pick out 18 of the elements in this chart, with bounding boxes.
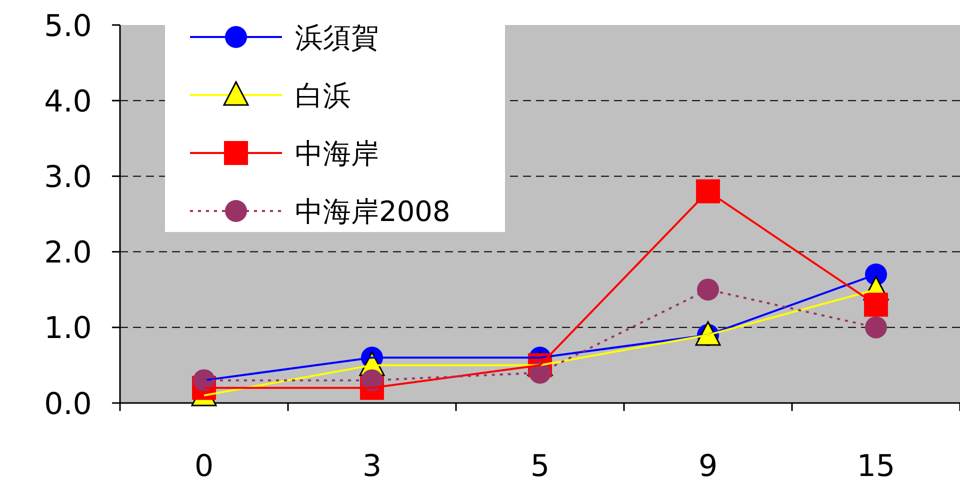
x-tick-label: 3 xyxy=(362,449,382,484)
y-tick-label: 4.0 xyxy=(44,84,92,120)
point xyxy=(697,278,719,301)
point xyxy=(865,316,887,338)
y-tick-label: 1.0 xyxy=(44,311,92,346)
x-tick-label: 0 xyxy=(194,449,214,484)
y-tick-label: 5.0 xyxy=(44,8,92,44)
point xyxy=(864,292,888,317)
y-tick-label: 2.0 xyxy=(44,236,92,271)
x-tick-label: 15 xyxy=(856,449,896,484)
x-tick-label: 9 xyxy=(698,449,718,484)
legend-label: 中海岸 xyxy=(295,137,379,170)
legend-label: 白浜 xyxy=(295,79,351,112)
legend-label: 中海岸2008 xyxy=(295,195,450,228)
y-tick-label: 3.0 xyxy=(44,160,92,195)
x-tick-label: 5 xyxy=(530,449,550,484)
legend-label: 浜須賀 xyxy=(295,21,379,54)
y-tick-label: 0.0 xyxy=(44,386,92,422)
